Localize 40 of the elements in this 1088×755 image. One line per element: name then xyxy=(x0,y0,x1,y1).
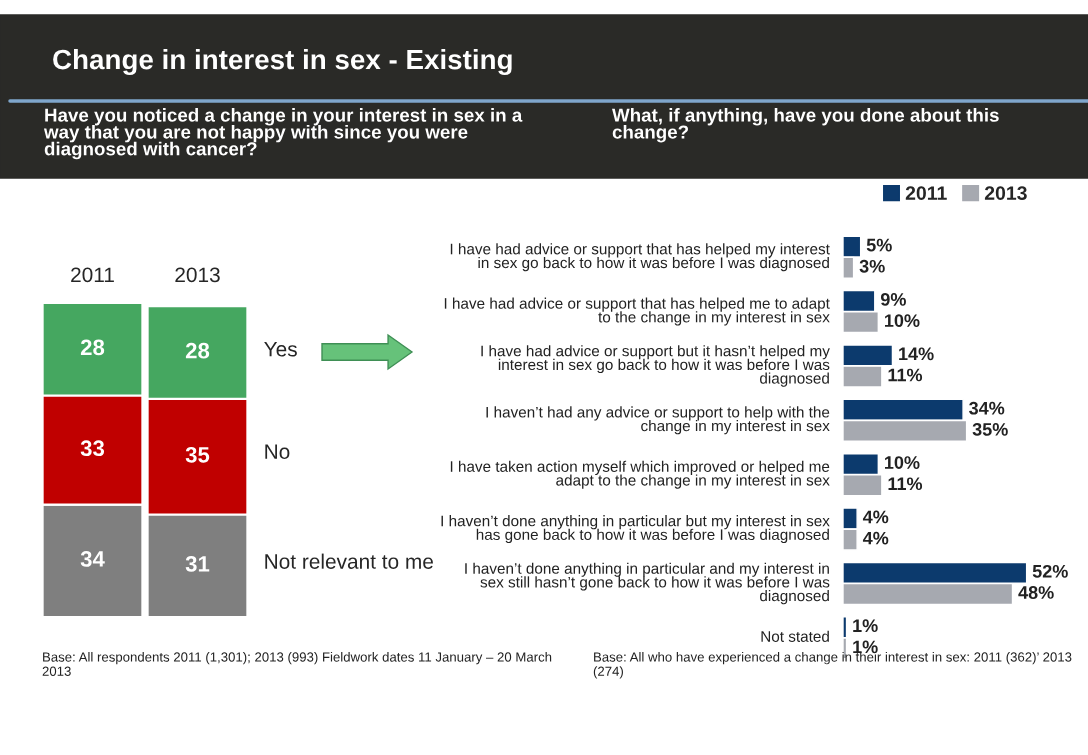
chart-subtitle: What, if anything, have you done about this change? xyxy=(612,108,999,143)
y-tick-label: Not stated xyxy=(761,630,829,642)
chart-title: Change in interest in sex - Existing xyxy=(53,48,512,76)
data-label: 31 xyxy=(185,556,210,572)
data-label: 14% xyxy=(899,347,934,361)
y-tick-label: I have had advice or support that has helped me to adapt to the change in my interest in sex xyxy=(444,297,830,326)
y-tick-label: I have had advice or support that has helped my interest in sex go back to how it was before I was diagnosed xyxy=(450,243,830,272)
series-label: Not relevant to me xyxy=(265,553,433,569)
data-label: 33 xyxy=(80,440,105,457)
data-label: 10% xyxy=(885,314,920,328)
data-label: 3% xyxy=(859,259,885,273)
series-label: Yes xyxy=(264,341,297,357)
legend-label: 2013 xyxy=(984,186,1027,200)
text: Base: All respondents 2011 (1,301); 2013 (993) Fieldwork dates 11 January – 20 March 2013 xyxy=(42,652,552,676)
y-tick-label: I have taken action myself which improved or helped me adapt to the change in my interest in sex xyxy=(450,460,830,489)
y-tick-label: I haven’t done anything in particular but my interest in sex has gone back to how it was before I was diagnosed xyxy=(441,515,830,544)
data-label: 10% xyxy=(885,456,920,469)
y-tick-label: I have had advice or support but it hasn’t helped my interest in sex go back to how it was before I was diagnosed xyxy=(481,345,830,387)
annotation: Base: All who have experienced a change in their interest in sex: 2011 (362)’ 2013 (274) xyxy=(593,652,1072,679)
data-label: 35 xyxy=(185,446,210,463)
data-label: 1% xyxy=(853,619,878,633)
data-label: 11% xyxy=(888,368,923,382)
legend-label: 2011 xyxy=(905,186,947,200)
data-label: 4% xyxy=(862,531,889,545)
y-tick-label: I haven’t had any advice or support to help with the change in my interest in sex xyxy=(486,406,830,435)
data-label: 28 xyxy=(185,342,210,359)
data-label: 1% xyxy=(853,640,878,654)
data-label: 11% xyxy=(888,477,923,491)
data-label: 35% xyxy=(972,422,1008,436)
data-label: 34 xyxy=(80,551,105,567)
y-tick-label: I haven’t done anything in particular and my interest in sex still hasn’t gone back to how it was before I was diagnosed xyxy=(465,562,830,605)
series-label: No xyxy=(265,444,290,459)
data-label: 34% xyxy=(969,401,1005,415)
data-label: 5% xyxy=(866,238,892,252)
data-label: 9% xyxy=(880,293,906,306)
data-label: 52% xyxy=(1032,564,1068,578)
chart-subtitle: Have you noticed a change in your interest in sex in a way that you are not happy with since you were diagnosed with cancer? xyxy=(43,108,523,160)
data-label: 28 xyxy=(80,339,105,356)
data-label: 48% xyxy=(1018,586,1054,599)
data-label: 4% xyxy=(862,510,889,524)
